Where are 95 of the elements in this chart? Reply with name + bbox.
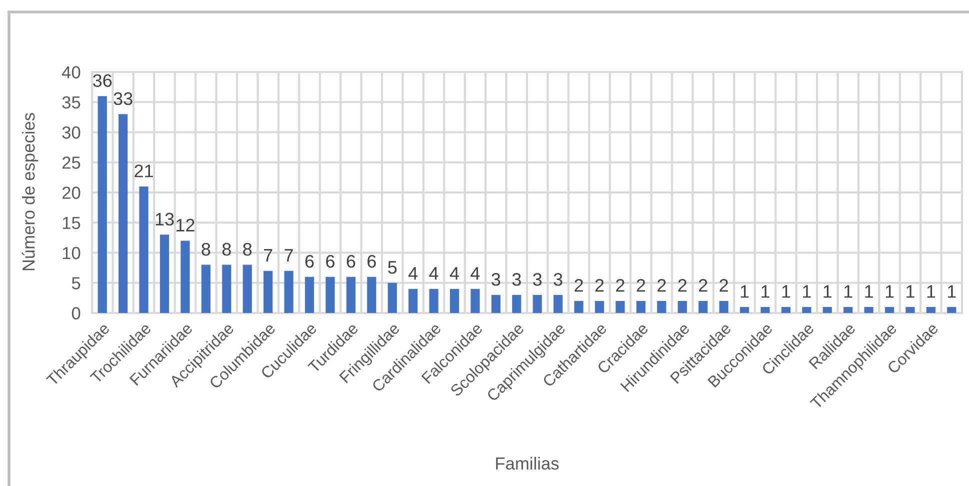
bar <box>304 276 314 313</box>
bar <box>180 240 190 313</box>
data-label: 6 <box>346 254 356 268</box>
bar <box>719 300 728 313</box>
bar <box>367 276 376 313</box>
data-label: 36 <box>93 74 112 87</box>
data-label: 4 <box>408 267 418 280</box>
data-label: 1 <box>824 285 832 298</box>
bar <box>450 288 460 313</box>
data-label: 1 <box>927 285 936 298</box>
y-tick-label: 20 <box>62 186 80 199</box>
bar <box>346 276 356 313</box>
bar <box>636 300 646 313</box>
data-label: 6 <box>368 254 376 268</box>
bar <box>884 306 894 313</box>
data-label: 2 <box>678 279 686 292</box>
bar <box>760 306 770 313</box>
data-label: 1 <box>865 285 873 298</box>
bar <box>326 276 335 313</box>
y-tick-label: 10 <box>62 246 80 260</box>
y-tick-label: 40 <box>62 66 80 78</box>
y-tick-label: 35 <box>62 96 80 109</box>
data-label: 12 <box>176 218 194 232</box>
bar <box>98 96 107 313</box>
bar <box>594 300 604 313</box>
data-label: 1 <box>740 285 749 298</box>
data-label: 8 <box>243 242 252 256</box>
bar <box>802 306 812 313</box>
bar <box>678 300 687 313</box>
data-label: 7 <box>284 249 293 262</box>
data-label: 4 <box>450 267 459 280</box>
bar <box>657 300 666 313</box>
bar <box>160 234 170 313</box>
data-label: 3 <box>533 273 542 286</box>
y-tick-label: 0 <box>72 307 80 320</box>
data-label: 8 <box>222 242 231 256</box>
data-label: 1 <box>782 285 790 298</box>
data-label: 6 <box>326 254 334 268</box>
bar <box>118 114 128 313</box>
data-label: 1 <box>762 285 770 298</box>
bar <box>844 306 853 313</box>
data-label: 7 <box>264 249 272 262</box>
data-label: 13 <box>156 212 174 226</box>
data-label: 1 <box>803 285 811 298</box>
bar <box>616 300 625 313</box>
data-label: 2 <box>595 279 604 292</box>
data-label: 2 <box>658 279 666 292</box>
data-label: 3 <box>554 273 562 286</box>
data-label: 2 <box>720 279 728 292</box>
data-label: 3 <box>512 273 521 286</box>
bar <box>822 306 832 313</box>
bar <box>222 264 232 313</box>
y-axis-title: Número de especies <box>22 113 38 270</box>
data-label: 5 <box>388 261 397 274</box>
bar <box>388 282 397 313</box>
data-label: 3 <box>492 273 500 286</box>
data-label: 33 <box>114 92 132 106</box>
bar <box>926 306 936 313</box>
bar <box>242 264 252 313</box>
y-tick-label: 25 <box>62 156 80 169</box>
bar <box>139 186 148 313</box>
data-label: 6 <box>305 254 314 268</box>
data-label: 2 <box>636 279 646 292</box>
bar <box>574 300 584 313</box>
bar <box>264 270 273 313</box>
data-label: 2 <box>616 279 624 292</box>
bar <box>512 294 522 313</box>
data-label: 4 <box>429 267 438 280</box>
data-label: 8 <box>202 242 210 256</box>
y-tick-label: 30 <box>62 126 80 139</box>
data-label: 1 <box>948 285 956 298</box>
bar <box>864 306 874 313</box>
bar <box>470 288 480 313</box>
data-label: 1 <box>906 285 914 298</box>
bar <box>698 300 708 313</box>
bar <box>429 288 438 313</box>
data-label: 1 <box>844 285 852 298</box>
data-label: 21 <box>134 164 153 178</box>
data-label: 1 <box>886 285 894 298</box>
bar <box>740 306 750 313</box>
bar <box>201 264 210 313</box>
bar <box>284 270 294 313</box>
data-label: 2 <box>574 279 583 292</box>
data-label: 4 <box>470 267 480 280</box>
bar <box>554 294 563 313</box>
y-tick-label: 15 <box>62 216 80 230</box>
data-label: 2 <box>698 279 708 292</box>
x-axis-title: Familias <box>496 456 559 470</box>
bar <box>906 306 915 313</box>
bar <box>491 294 500 313</box>
bar <box>532 294 542 313</box>
bar <box>408 288 418 313</box>
bar <box>781 306 790 313</box>
y-tick-label: 5 <box>72 277 80 290</box>
bar <box>947 306 956 313</box>
